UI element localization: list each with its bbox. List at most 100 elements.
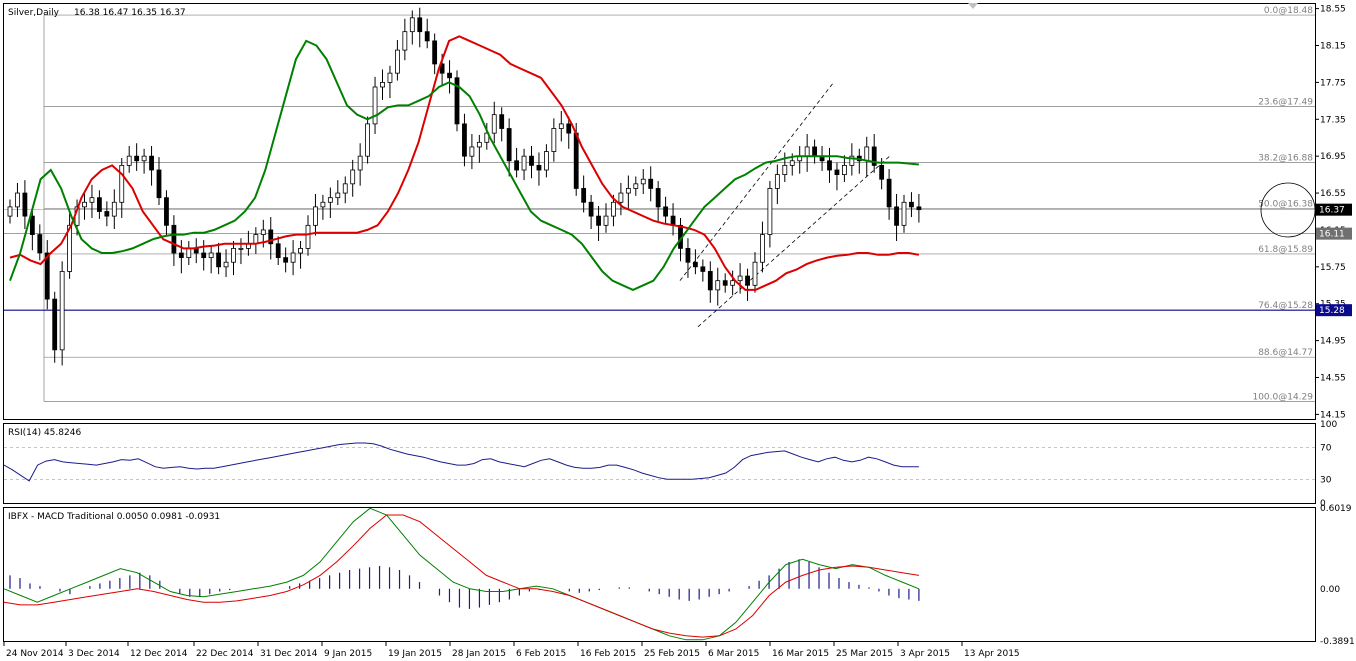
- x-tick-label: 13 Apr 2015: [964, 649, 1020, 659]
- candle-body: [655, 188, 661, 208]
- candle-body: [380, 81, 385, 88]
- candle-body: [715, 280, 721, 291]
- candle-body: [707, 271, 713, 291]
- x-tick-label: 22 Dec 2014: [196, 649, 254, 659]
- candle-body: [566, 123, 572, 134]
- candle-body: [894, 206, 899, 226]
- candle-body: [633, 183, 639, 189]
- candle-body: [454, 77, 460, 125]
- x-tick-label: 16 Mar 2015: [772, 649, 829, 659]
- x-tick-label: 16 Feb 2015: [580, 649, 636, 659]
- candle-body: [864, 146, 870, 162]
- candle-body: [685, 247, 691, 263]
- fib-level-label: 76.4@15.28: [1258, 301, 1313, 311]
- candle-body: [104, 211, 110, 217]
- candle-body: [834, 169, 840, 176]
- candle-body: [164, 197, 169, 226]
- candle-body: [275, 243, 281, 259]
- macd-signal-line: [3, 514, 919, 638]
- candle-body: [149, 155, 154, 171]
- candle-body: [394, 49, 400, 74]
- candle-body: [849, 155, 855, 166]
- candle-body: [283, 257, 289, 263]
- macd-main-line: [3, 507, 920, 641]
- candle-body: [745, 275, 750, 286]
- fib-level-label: 88.6@14.77: [1258, 348, 1313, 358]
- candle-body: [760, 234, 765, 263]
- macd-tick-label: 0.00: [1320, 585, 1340, 595]
- candle-body: [290, 252, 296, 263]
- x-tick-label: 6 Feb 2015: [516, 649, 566, 659]
- rsi-line: [3, 442, 919, 482]
- candle-body: [156, 169, 162, 199]
- y-tick-label: 18.55: [1320, 5, 1346, 15]
- candle-body: [774, 174, 780, 189]
- x-tick-label: 19 Jan 2015: [388, 649, 442, 659]
- candle-body: [37, 234, 43, 254]
- scroll-marker-icon[interactable]: [968, 3, 978, 9]
- macd-title: IBFX - MACD Traditional 0.0050 0.0981 -0…: [8, 512, 220, 522]
- candle-body: [722, 280, 728, 286]
- candle-body: [357, 155, 363, 171]
- channel-lower-line: [697, 155, 890, 328]
- main-panel-frame: [3, 3, 1316, 420]
- price-tag-label: 15.28: [1319, 306, 1345, 316]
- y-tick-label: 17.75: [1320, 78, 1346, 88]
- x-tick-label: 3 Dec 2014: [68, 649, 120, 659]
- candle-body: [44, 252, 50, 300]
- candle-body: [752, 261, 758, 286]
- candle-body: [350, 169, 356, 185]
- candle-body: [879, 164, 885, 180]
- ma-green-line: [9, 39, 919, 291]
- candle-body: [409, 17, 415, 33]
- macd-tick-label: -0.3891: [1320, 637, 1355, 647]
- candle-body: [886, 178, 892, 208]
- main-ohlc: 16.38 16.47 16.35 16.37: [74, 8, 186, 18]
- y-tick-label: 17.35: [1320, 115, 1346, 125]
- rsi-tick-label: 0: [1320, 499, 1326, 509]
- candle-body: [97, 197, 102, 212]
- candle-body: [59, 271, 65, 351]
- candle-body: [916, 206, 922, 211]
- candle-body: [588, 201, 594, 217]
- candle-body: [447, 72, 452, 79]
- candle-body: [700, 266, 706, 272]
- candle-body: [909, 201, 914, 208]
- candle-body: [52, 298, 58, 351]
- candle-body: [372, 86, 378, 125]
- y-tick-label: 15.75: [1320, 263, 1346, 273]
- x-tick-label: 24 Nov 2014: [6, 649, 64, 659]
- candle-body: [901, 201, 907, 226]
- candle-body: [782, 164, 788, 176]
- candle-body: [313, 206, 318, 226]
- price-tag: [1316, 227, 1352, 240]
- candle-body: [22, 192, 28, 217]
- rsi-title: RSI(14) 45.8246: [8, 428, 81, 438]
- y-tick-label: 14.95: [1320, 337, 1346, 347]
- candle-body: [469, 146, 475, 157]
- candle-body: [625, 188, 631, 194]
- candle-body: [484, 132, 490, 143]
- candle-body: [842, 164, 847, 176]
- fib-level-label: 38.2@16.88: [1258, 154, 1313, 164]
- candle-body: [551, 128, 557, 152]
- candle-body: [305, 224, 311, 249]
- fib-level-label: 61.8@15.89: [1258, 245, 1313, 255]
- candle-body: [134, 155, 140, 162]
- x-tick-label: 25 Feb 2015: [644, 649, 700, 659]
- candle-body: [499, 114, 505, 129]
- x-tick-label: 3 Apr 2015: [900, 649, 950, 659]
- x-tick-label: 9 Jan 2015: [324, 649, 372, 659]
- candle-body: [573, 132, 579, 189]
- candle-body: [216, 252, 222, 268]
- candle-body: [558, 123, 564, 129]
- y-tick-label: 14.55: [1320, 374, 1346, 384]
- candle-body: [67, 224, 72, 272]
- candle-body: [611, 201, 616, 217]
- x-tick-label: 31 Dec 2014: [260, 649, 318, 659]
- candle-body: [327, 197, 333, 203]
- candle-body: [536, 164, 542, 171]
- price-tag: [1316, 304, 1352, 317]
- candle-body: [126, 155, 132, 166]
- candle-body: [529, 155, 534, 166]
